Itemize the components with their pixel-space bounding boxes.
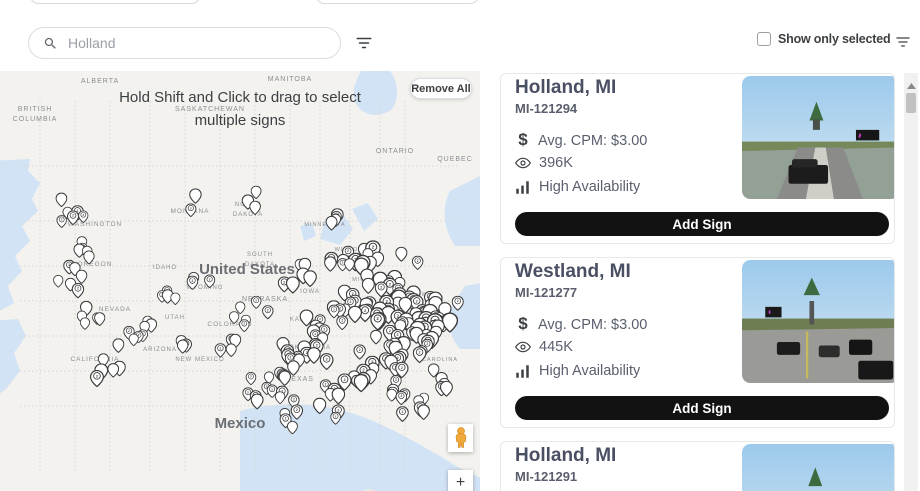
svg-text:ILLINOIS: ILLINOIS (340, 307, 371, 313)
svg-text:UTAH: UTAH (165, 315, 185, 321)
svg-text:TEXAS: TEXAS (286, 376, 314, 383)
svg-text:WEST: WEST (391, 317, 409, 323)
svg-text:COLORADO: COLORADO (207, 321, 252, 328)
svg-text:NEW MEXICO: NEW MEXICO (175, 357, 224, 363)
svg-text:IDAHO: IDAHO (153, 265, 177, 271)
svg-text:DAKOTA: DAKOTA (233, 212, 263, 218)
svg-text:MICHIGAN: MICHIGAN (352, 277, 388, 283)
svg-text:KANSAS: KANSAS (290, 317, 320, 323)
svg-text:QUEBEC: QUEBEC (437, 156, 473, 163)
svg-text:NEW: NEW (413, 292, 428, 298)
svg-text:CALIFORNIA: CALIFORNIA (70, 356, 119, 363)
svg-text:NORTH: NORTH (235, 202, 261, 208)
svg-text:WISCONSIN: WISCONSIN (335, 247, 376, 253)
svg-text:ONTARIO: ONTARIO (376, 148, 414, 155)
svg-text:United States: United States (199, 261, 295, 278)
svg-text:Mexico: Mexico (215, 415, 266, 432)
svg-text:OKLAHOMA: OKLAHOMA (289, 345, 331, 351)
svg-text:ALBERTA: ALBERTA (81, 78, 119, 85)
svg-text:CAROLINA: CAROLINA (422, 357, 458, 363)
svg-text:MONTANA: MONTANA (170, 208, 209, 215)
svg-text:NEBRASKA: NEBRASKA (242, 296, 288, 303)
svg-text:ARIZONA: ARIZONA (143, 347, 177, 353)
svg-text:NEVADA: NEVADA (99, 306, 131, 313)
svg-text:WASHINGTON: WASHINGTON (68, 221, 122, 228)
svg-text:MANITOBA: MANITOBA (268, 76, 312, 83)
svg-text:IOWA: IOWA (300, 289, 320, 295)
svg-text:MINNESOTA: MINNESOTA (304, 222, 345, 228)
svg-text:WYOMING: WYOMING (187, 285, 224, 291)
svg-text:SOUTH: SOUTH (247, 252, 273, 258)
svg-text:YORK: YORK (411, 300, 429, 306)
svg-text:OREGON: OREGON (78, 261, 113, 268)
svg-text:VIRGINIA: VIRGINIA (385, 325, 415, 331)
